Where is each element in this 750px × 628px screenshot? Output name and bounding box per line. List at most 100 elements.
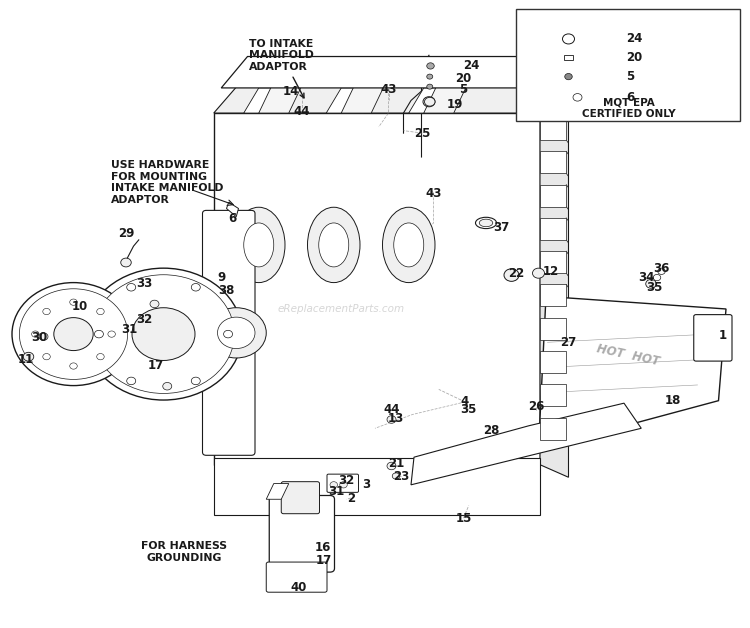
FancyBboxPatch shape <box>281 482 320 514</box>
Text: 21: 21 <box>388 457 404 470</box>
Text: MQT EPA
CERTIFIED ONLY: MQT EPA CERTIFIED ONLY <box>582 97 675 119</box>
Bar <box>540 351 566 373</box>
Circle shape <box>85 268 242 400</box>
Text: 32: 32 <box>136 313 152 325</box>
Circle shape <box>39 333 48 340</box>
Polygon shape <box>411 403 641 485</box>
Circle shape <box>150 300 159 308</box>
Circle shape <box>427 63 434 69</box>
Circle shape <box>504 269 519 281</box>
Circle shape <box>427 74 433 79</box>
Circle shape <box>658 268 665 274</box>
Circle shape <box>191 283 200 291</box>
Bar <box>540 284 566 306</box>
Polygon shape <box>226 202 238 217</box>
Bar <box>564 55 573 60</box>
FancyBboxPatch shape <box>214 458 540 515</box>
FancyBboxPatch shape <box>269 495 334 572</box>
FancyBboxPatch shape <box>694 315 732 361</box>
Circle shape <box>646 279 656 288</box>
Text: 1: 1 <box>718 330 726 342</box>
Circle shape <box>565 73 572 80</box>
Circle shape <box>427 84 433 89</box>
Circle shape <box>121 258 131 267</box>
Circle shape <box>93 275 234 393</box>
Polygon shape <box>538 296 726 449</box>
Ellipse shape <box>308 207 360 283</box>
Bar <box>540 384 566 406</box>
Text: 5: 5 <box>459 83 468 95</box>
Text: 26: 26 <box>528 401 544 413</box>
Bar <box>540 151 566 173</box>
FancyBboxPatch shape <box>266 562 327 592</box>
Text: 23: 23 <box>393 470 410 482</box>
Polygon shape <box>214 78 570 113</box>
Circle shape <box>653 274 661 281</box>
Bar <box>540 418 566 440</box>
Bar <box>540 218 566 240</box>
FancyBboxPatch shape <box>327 474 358 492</box>
Text: 6: 6 <box>228 212 237 225</box>
Ellipse shape <box>232 207 285 283</box>
Text: 24: 24 <box>463 60 479 72</box>
Text: 35: 35 <box>460 403 477 416</box>
Text: 16: 16 <box>314 541 331 554</box>
Text: 11: 11 <box>17 353 34 365</box>
Text: 14: 14 <box>283 85 299 97</box>
Circle shape <box>387 462 396 470</box>
Circle shape <box>387 416 396 423</box>
Text: 38: 38 <box>218 284 235 296</box>
Polygon shape <box>424 82 469 113</box>
Text: 44: 44 <box>383 403 400 416</box>
Ellipse shape <box>244 223 274 267</box>
Circle shape <box>12 283 135 386</box>
Circle shape <box>423 97 435 107</box>
Text: 20: 20 <box>455 72 472 85</box>
Polygon shape <box>259 82 304 113</box>
Circle shape <box>340 482 347 488</box>
Bar <box>540 185 566 207</box>
Text: 34: 34 <box>638 271 655 284</box>
Circle shape <box>330 482 338 488</box>
Text: 33: 33 <box>136 278 152 290</box>
Text: 9: 9 <box>217 271 225 284</box>
Text: 31: 31 <box>121 323 137 336</box>
Ellipse shape <box>394 223 424 267</box>
Text: eReplacementParts.com: eReplacementParts.com <box>278 304 405 314</box>
Text: 3: 3 <box>362 479 370 491</box>
Polygon shape <box>244 88 296 113</box>
Text: 35: 35 <box>646 281 662 294</box>
Circle shape <box>127 283 136 291</box>
Polygon shape <box>326 88 379 113</box>
Polygon shape <box>266 484 289 499</box>
Circle shape <box>70 363 77 369</box>
Circle shape <box>532 268 544 278</box>
Circle shape <box>562 34 574 44</box>
Bar <box>540 118 566 140</box>
Text: 36: 36 <box>653 263 670 275</box>
Bar <box>540 251 566 273</box>
Circle shape <box>132 308 195 360</box>
Polygon shape <box>540 91 568 477</box>
Polygon shape <box>221 57 536 88</box>
Text: 17: 17 <box>148 359 164 372</box>
Text: 2: 2 <box>347 492 355 504</box>
Circle shape <box>97 354 104 360</box>
Polygon shape <box>409 88 461 113</box>
Circle shape <box>127 377 136 385</box>
Text: 31: 31 <box>328 485 344 497</box>
Text: 5: 5 <box>626 70 634 83</box>
Circle shape <box>163 382 172 390</box>
Circle shape <box>20 289 128 379</box>
Bar <box>516 9 740 121</box>
Text: 37: 37 <box>493 221 509 234</box>
Ellipse shape <box>476 217 496 229</box>
Bar <box>540 318 566 340</box>
Polygon shape <box>341 82 386 113</box>
Ellipse shape <box>319 223 349 267</box>
Circle shape <box>94 330 104 338</box>
Ellipse shape <box>479 219 493 227</box>
Text: 10: 10 <box>72 300 88 313</box>
Circle shape <box>32 331 39 337</box>
Circle shape <box>23 352 34 361</box>
